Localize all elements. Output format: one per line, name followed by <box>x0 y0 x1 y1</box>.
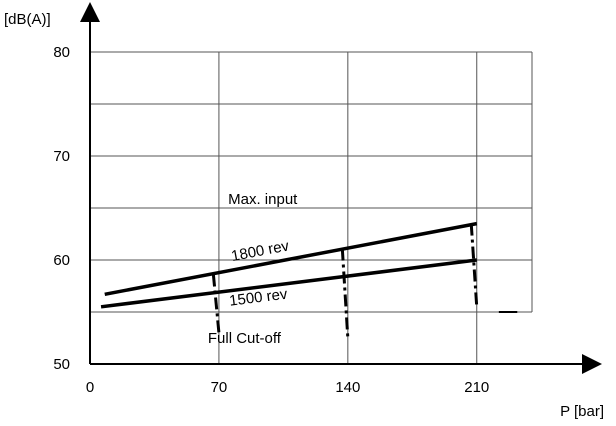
y-tick-label: 70 <box>53 148 70 165</box>
annotations: Max. input Full Cut-off <box>208 191 298 347</box>
cutoff-dash-line <box>340 248 350 339</box>
y-axis-label: [dB(A)] <box>4 11 51 28</box>
cutoff-dash-line <box>211 274 221 333</box>
x-tick-labels: 0 70 140 210 <box>86 379 489 396</box>
annotation-text: Max. input <box>228 191 298 208</box>
y-tick-label: 60 <box>53 252 70 269</box>
grid <box>90 51 533 364</box>
cutoff-dash-line <box>469 223 479 307</box>
y-tick-labels: 50 60 70 80 <box>53 44 70 373</box>
x-tick-label: 70 <box>211 379 228 396</box>
axes <box>80 2 602 374</box>
x-tick-label: 140 <box>335 379 360 396</box>
cutoff-lines <box>211 223 479 339</box>
series-line <box>104 221 478 297</box>
x-tick-label: 0 <box>86 379 94 396</box>
x-tick-label: 210 <box>464 379 489 396</box>
series-line <box>100 258 477 309</box>
annotation-text: Full Cut-off <box>208 330 282 347</box>
y-tick-label: 80 <box>53 44 70 61</box>
y-tick-label: 50 <box>53 356 70 373</box>
x-axis-label: P [bar] <box>560 403 604 420</box>
